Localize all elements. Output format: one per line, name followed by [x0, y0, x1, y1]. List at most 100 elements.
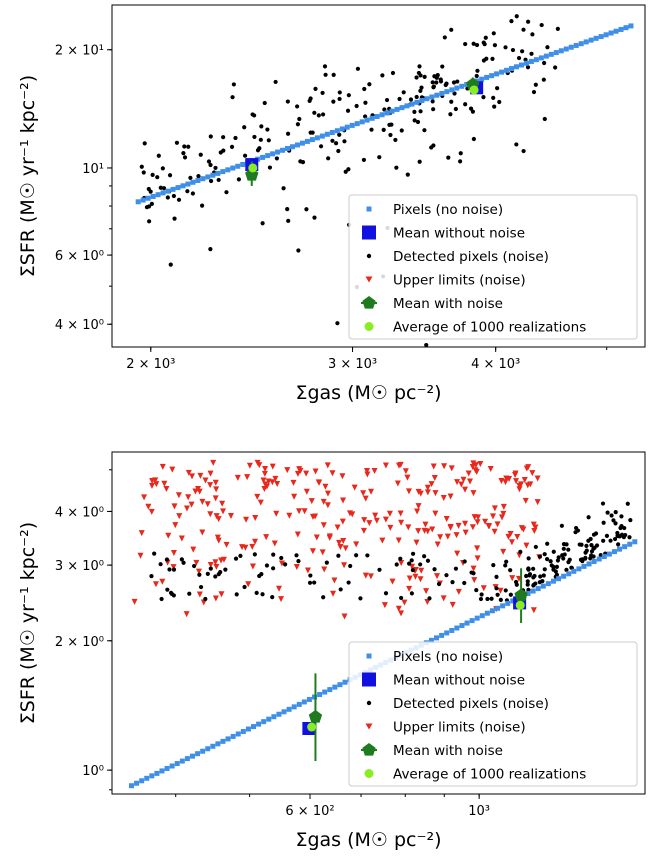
upper-limit-marker: [252, 514, 259, 521]
detected-pixel-dot: [436, 581, 442, 587]
upper-limit-marker: [447, 493, 454, 500]
detected-pixel-dot: [208, 566, 213, 571]
pixel-no-noise-marker: [444, 630, 450, 636]
upper-limit-marker: [220, 508, 227, 515]
upper-limit-marker: [172, 522, 179, 529]
upper-limit-marker: [340, 497, 347, 504]
detected-pixel-dot: [285, 206, 290, 212]
pixel-no-noise-marker: [573, 42, 579, 48]
upper-limit-marker: [462, 520, 469, 527]
pixel-no-noise-marker: [280, 147, 286, 153]
legend-label: Pixels (no noise): [393, 649, 503, 665]
detected-pixel-dot: [206, 159, 212, 164]
detected-pixel-dot: [146, 204, 152, 209]
pixel-no-noise-marker: [215, 741, 221, 747]
upper-limit-marker: [417, 490, 424, 497]
pixel-no-noise-marker: [314, 135, 320, 141]
detected-pixel-dot: [142, 141, 147, 146]
pixel-no-noise-marker: [424, 96, 430, 102]
pixel-no-noise-marker: [128, 783, 134, 789]
detected-pixel-dot: [164, 557, 170, 562]
detected-pixel-dot: [589, 553, 594, 558]
upper-limit-marker: [189, 473, 196, 480]
pixel-no-noise-marker: [240, 728, 246, 734]
detected-pixel-dot: [337, 132, 342, 137]
upper-limit-marker: [341, 562, 348, 569]
pixel-no-noise-marker: [558, 48, 564, 54]
detected-pixel-dot: [551, 549, 556, 554]
pixel-no-noise-marker: [510, 598, 516, 604]
detected-pixel-dot: [604, 533, 610, 538]
pixel-no-noise-marker: [566, 571, 572, 577]
upper-limit-marker: [324, 490, 331, 497]
upper-limit-marker: [342, 545, 349, 552]
detected-pixel-dot: [484, 56, 489, 61]
detected-pixel-dot: [224, 190, 229, 195]
detected-pixel-dot: [474, 73, 479, 79]
pixel-no-noise-marker: [525, 591, 531, 597]
detected-pixel-dot: [172, 216, 177, 221]
detected-pixel-dot: [417, 64, 422, 69]
legend-marker: [364, 769, 374, 778]
detected-pixel-dot: [586, 515, 591, 520]
upper-limit-marker: [301, 508, 308, 515]
detected-pixel-dot: [600, 501, 606, 506]
detected-pixel-dot: [346, 167, 351, 172]
pixel-no-noise-marker: [617, 546, 623, 552]
detected-pixel-dot: [223, 567, 228, 572]
pixel-no-noise-marker: [571, 568, 577, 574]
upper-limit-marker: [529, 470, 536, 477]
detected-pixel-dot: [308, 573, 313, 578]
detected-pixel-dot: [586, 538, 591, 543]
upper-limit-marker: [330, 590, 337, 597]
x-tick-label: 10³: [468, 804, 490, 819]
detected-pixel-dot: [526, 587, 531, 592]
upper-limit-marker: [243, 516, 250, 523]
detected-pixel-dot: [267, 165, 273, 170]
detected-pixel-dot: [490, 56, 495, 61]
detected-pixel-dot: [414, 75, 419, 80]
detected-pixel-dot: [254, 590, 259, 595]
pixel-no-noise-marker: [394, 106, 400, 112]
upper-limit-marker: [494, 521, 501, 528]
detected-pixel-dot: [250, 112, 255, 117]
upper-limit-marker: [148, 508, 155, 515]
detected-pixel-dot: [369, 127, 374, 132]
upper-limit-marker: [320, 522, 327, 529]
detected-pixel-dot: [409, 591, 414, 596]
detected-pixel-dot: [346, 580, 351, 585]
upper-limit-marker: [512, 471, 519, 478]
detected-pixel-dot: [612, 536, 618, 542]
detected-pixel-dot: [412, 118, 417, 123]
detected-pixel-dot: [566, 559, 571, 565]
upper-limit-marker: [244, 474, 251, 481]
upper-limit-marker: [362, 572, 369, 579]
pixel-no-noise-marker: [434, 92, 440, 98]
detected-pixel-dot: [621, 535, 626, 540]
detected-pixel-dot: [520, 49, 525, 54]
upper-limit-marker: [527, 481, 534, 488]
detected-pixel-dot: [419, 85, 424, 90]
detected-pixel-dot: [494, 574, 499, 580]
pixel-no-noise-marker: [632, 539, 638, 545]
legend-label: Average of 1000 realizations: [393, 767, 586, 783]
upper-limit-marker: [508, 539, 515, 546]
pixel-no-noise-marker: [494, 71, 500, 77]
average-realizations-marker: [307, 722, 317, 732]
pixel-no-noise-marker: [175, 185, 181, 191]
pixel-no-noise-marker: [528, 58, 534, 64]
upper-limit-marker: [296, 466, 303, 473]
detected-pixel-dot: [452, 91, 457, 96]
detected-pixel-dot: [181, 560, 186, 565]
upper-limit-marker: [497, 587, 504, 594]
detected-pixel-dot: [367, 82, 372, 87]
pixel-no-noise-marker: [309, 137, 315, 143]
pixel-no-noise-marker: [334, 128, 340, 134]
detected-pixel-dot: [205, 571, 210, 576]
pixel-no-noise-marker: [134, 780, 140, 786]
detected-pixel-dot: [221, 135, 226, 140]
upper-limit-marker: [460, 476, 467, 483]
detected-pixel-dot: [492, 104, 497, 109]
upper-limit-marker: [530, 607, 537, 614]
pixel-no-noise-marker: [504, 67, 510, 73]
